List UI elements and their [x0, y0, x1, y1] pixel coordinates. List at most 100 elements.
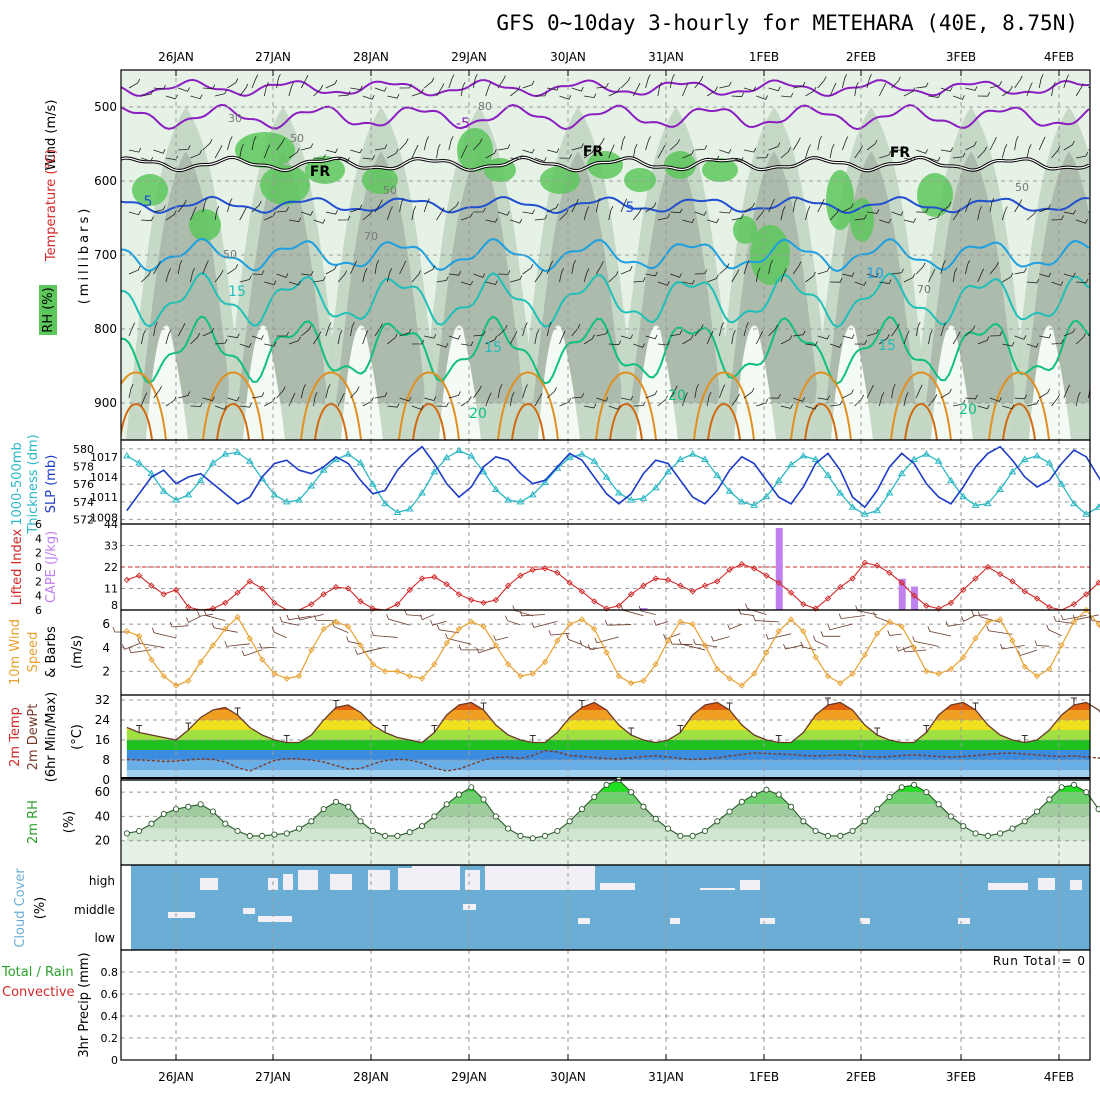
run-total: Run Total = 0: [993, 954, 1086, 968]
lifted-point: [443, 581, 450, 588]
clear-sky-high: [700, 888, 735, 890]
wind-barb: [350, 148, 363, 154]
temp-contour-30: [707, 403, 741, 440]
rh-point: [763, 786, 770, 793]
lifted-point: [418, 575, 426, 582]
surface-wind-barb: [752, 615, 779, 623]
wind-barb: [805, 271, 816, 283]
minmax-whisker: [726, 702, 733, 710]
wind-barb: [792, 198, 798, 213]
date-label-28JAN: 28JAN: [353, 1070, 389, 1084]
lifted-point: [861, 559, 868, 566]
wind-barb: [829, 82, 837, 97]
wind-barb: [916, 208, 929, 213]
precip-axis-label: 3hr Precip (mm): [77, 952, 92, 1057]
wind-barb: [239, 207, 247, 221]
thickness-point: [910, 455, 918, 462]
contour-label: FR: [583, 144, 604, 160]
surface-wind-barb: [638, 605, 656, 615]
wind-barb: [989, 331, 1003, 337]
clear-sky-high: [1070, 880, 1082, 890]
rh-dry-slot: [439, 325, 481, 440]
wind-tick-2: 2: [102, 664, 110, 678]
rh-point: [1046, 796, 1053, 803]
temp-tick-16: 16: [95, 733, 110, 747]
wind-barb: [227, 264, 239, 275]
wind-barb: [817, 266, 830, 275]
thickness-point: [676, 455, 685, 462]
wind-barb: [411, 144, 419, 159]
lifted-point: [984, 563, 991, 571]
wind-barb: [731, 393, 740, 407]
clear-sky-mid: [258, 916, 292, 922]
wind-barb: [362, 268, 368, 283]
lifted-tick: 6: [35, 518, 42, 531]
contour-label: -5: [456, 116, 470, 132]
cloud-panel: high middle low Cloud Cover (%): [13, 865, 1090, 950]
wind-barb: [264, 342, 277, 347]
temp-line: [126, 701, 1100, 744]
wind-barb: [386, 268, 393, 283]
wind-barb: [559, 154, 572, 159]
minmax-label: (6hr Min/Max): [44, 692, 59, 782]
temp-contour-25: [693, 371, 755, 440]
thickness-point: [233, 448, 242, 455]
wind-barb: [239, 403, 252, 408]
surface-wind-barb: [579, 640, 595, 651]
wind-barb: [916, 149, 928, 154]
thickness-point: [282, 497, 291, 505]
surface-wind-barb: [838, 613, 865, 620]
rh-point: [431, 813, 438, 820]
wind-barb: [1051, 394, 1061, 407]
wind-barb: [903, 156, 916, 161]
surface-wind-barb: [313, 615, 336, 622]
lifted-point: [787, 589, 795, 596]
wind-barb: [313, 219, 326, 224]
surface-wind-barb: [151, 627, 177, 639]
wind-barb: [780, 147, 791, 159]
minmax-whisker: [480, 702, 487, 710]
wind-barb: [583, 148, 595, 159]
lifted-tick: 2: [35, 575, 42, 588]
wind-barb: [288, 82, 294, 97]
wind-barb: [682, 150, 695, 159]
cape-bar: [898, 578, 906, 610]
wind-barb: [940, 201, 952, 213]
wind-barb: [1026, 82, 1033, 97]
wind-barb: [1075, 219, 1088, 224]
wind-barb: [362, 155, 375, 160]
surface-wind-barb: [820, 631, 841, 637]
lifted-tick: 0: [35, 561, 42, 574]
wind-barb: [866, 209, 880, 214]
rh-point: [689, 832, 696, 839]
lifted-tick: 2: [35, 547, 42, 560]
wind-barb: [227, 198, 233, 213]
rh-point: [283, 830, 290, 837]
ytick-600: 600: [94, 174, 117, 188]
surface-wind-barb: [678, 638, 706, 651]
surface-wind-barb: [286, 614, 312, 621]
wind-barb: [215, 89, 228, 97]
wind-barb: [497, 384, 503, 399]
cape-bar: [640, 608, 648, 610]
wind-barb: [547, 203, 559, 213]
clear-sky-high: [988, 883, 1028, 890]
minmax-whisker: [972, 702, 979, 710]
thickness-point: [1033, 451, 1041, 459]
lifted-point: [566, 579, 573, 586]
thickness-tick-580: 580: [73, 443, 94, 456]
rh2m-label: 2m RH: [26, 800, 41, 844]
wind-barb: [214, 405, 227, 410]
wind-speed-point: [898, 623, 905, 630]
wind-barb: [571, 323, 581, 337]
slp-tick-1008: 1008: [90, 511, 118, 524]
wind-barb: [215, 338, 228, 345]
surface-wind-barb: [476, 646, 496, 654]
thickness-point: [344, 450, 353, 457]
wind-barb: [633, 343, 646, 348]
temp-contour-25: [121, 371, 167, 440]
wind-speed-point: [591, 625, 598, 633]
wind-barb: [510, 275, 523, 283]
temp-contour-30: [216, 403, 250, 440]
